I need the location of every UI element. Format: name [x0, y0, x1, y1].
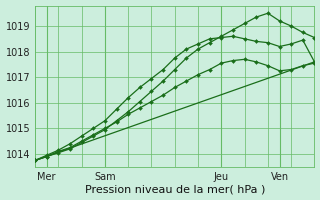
X-axis label: Pression niveau de la mer( hPa ): Pression niveau de la mer( hPa )	[84, 184, 265, 194]
